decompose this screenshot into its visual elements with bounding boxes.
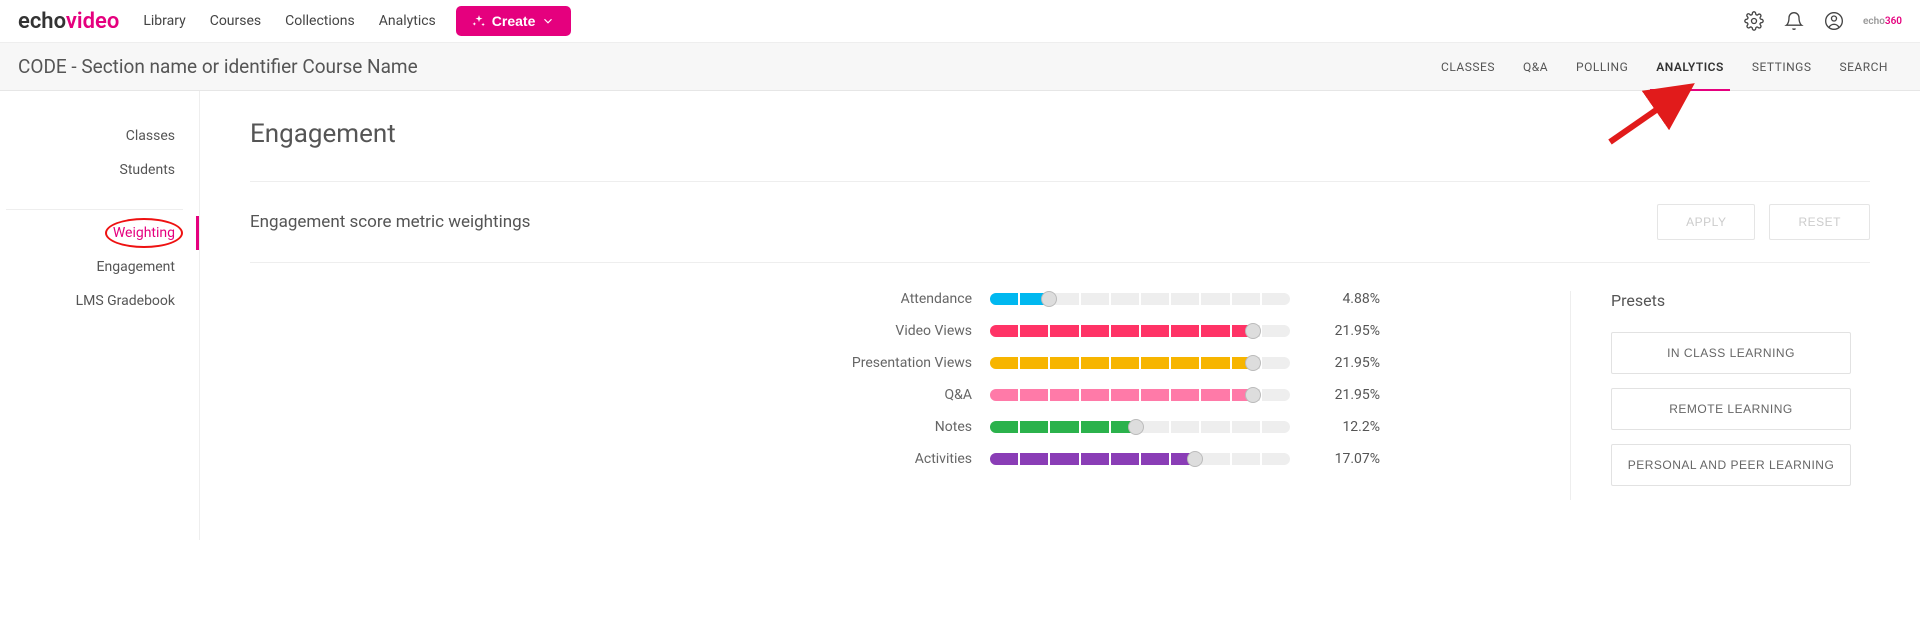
sidebar-item-students[interactable]: Students [0,153,199,187]
preset-in-class-learning[interactable]: IN CLASS LEARNING [1611,332,1851,374]
reset-button[interactable]: RESET [1769,204,1870,240]
account-icon[interactable] [1823,10,1845,32]
nav-analytics[interactable]: Analytics [379,13,436,29]
course-title: CODE - Section name or identifier Course… [18,55,418,78]
create-label: Create [492,13,536,29]
slider-thumb[interactable] [1187,451,1203,467]
slider-label: Attendance [570,291,990,307]
analytics-sidebar: ClassesStudents WeightingEngagementLMS G… [0,91,200,540]
slider-row-notes: Notes 12.2% [570,419,1530,435]
preset-remote-learning[interactable]: REMOTE LEARNING [1611,388,1851,430]
create-button[interactable]: Create [456,6,572,36]
slider-row-q-a: Q&A 21.95% [570,387,1530,403]
sidebar-item-engagement[interactable]: Engagement [0,250,199,284]
tab-settings[interactable]: SETTINGS [1738,44,1826,90]
slider-track[interactable] [990,325,1290,337]
slider-label: Video Views [570,323,990,339]
sidebar-item-classes[interactable]: Classes [0,119,199,153]
preset-personal-and-peer-learning[interactable]: PERSONAL AND PEER LEARNING [1611,444,1851,486]
slider-thumb[interactable] [1041,291,1057,307]
slider-track[interactable] [990,421,1290,433]
section-title: Engagement score metric weightings [250,212,530,232]
top-nav: echovideo Library Courses Collections An… [0,0,1920,43]
brand-tag: echo360 [1863,16,1902,27]
slider-ticks [990,453,1290,465]
slider-row-presentation-views: Presentation Views 21.95% [570,355,1530,371]
page-title: Engagement [250,119,1870,149]
sidebar-item-weighting[interactable]: Weighting [0,216,199,250]
slider-value: 4.88% [1290,291,1380,307]
sliders-column: Attendance4.88%Video Views21.95%Presenta… [570,291,1530,500]
slider-row-attendance: Attendance 4.88% [570,291,1530,307]
notifications-icon[interactable] [1783,10,1805,32]
brand-part2: video [66,9,119,34]
brand-part1: echo [18,9,66,34]
settings-icon[interactable] [1743,10,1765,32]
tab-analytics[interactable]: ANALYTICS [1642,44,1738,90]
nav-courses[interactable]: Courses [210,13,261,29]
slider-thumb[interactable] [1128,419,1144,435]
slider-thumb[interactable] [1245,355,1261,371]
main-panel: Engagement Engagement score metric weigh… [200,91,1920,540]
slider-row-activities: Activities 17.07% [570,451,1530,467]
slider-label: Notes [570,419,990,435]
weighting-area: Attendance4.88%Video Views21.95%Presenta… [250,263,1870,500]
apply-button[interactable]: APPLY [1657,204,1755,240]
slider-ticks [990,293,1290,305]
slider-value: 21.95% [1290,355,1380,371]
tab-qa[interactable]: Q&A [1509,44,1562,90]
slider-track[interactable] [990,293,1290,305]
slider-label: Activities [570,451,990,467]
nav-collections[interactable]: Collections [285,13,355,29]
sidebar-divider [6,209,183,210]
sparkle-icon [472,14,486,28]
brand-logo[interactable]: echovideo [18,9,119,34]
slider-track[interactable] [990,453,1290,465]
slider-label: Q&A [570,387,990,403]
tab-classes[interactable]: CLASSES [1427,44,1509,90]
presets-column: Presets IN CLASS LEARNING REMOTE LEARNING… [1570,291,1870,500]
annotation-circle [105,218,183,248]
slider-label: Presentation Views [570,355,990,371]
section-header: Engagement score metric weightings APPLY… [250,182,1870,262]
nav-links: Library Courses Collections Analytics [143,13,435,29]
presets-title: Presets [1611,291,1870,310]
page-body: ClassesStudents WeightingEngagementLMS G… [0,91,1920,540]
slider-value: 21.95% [1290,387,1380,403]
tab-search[interactable]: SEARCH [1825,44,1902,90]
slider-value: 12.2% [1290,419,1380,435]
slider-value: 21.95% [1290,323,1380,339]
tab-polling[interactable]: POLLING [1562,44,1642,90]
slider-row-video-views: Video Views 21.95% [570,323,1530,339]
top-right-tools: echo360 [1743,10,1902,32]
action-buttons: APPLY RESET [1657,204,1870,240]
course-bar: CODE - Section name or identifier Course… [0,43,1920,91]
slider-value: 17.07% [1290,451,1380,467]
nav-library[interactable]: Library [143,13,185,29]
chevron-down-icon [541,14,555,28]
slider-track[interactable] [990,389,1290,401]
slider-thumb[interactable] [1245,323,1261,339]
slider-thumb[interactable] [1245,387,1261,403]
sidebar-item-lms-gradebook[interactable]: LMS Gradebook [0,284,199,318]
slider-track[interactable] [990,357,1290,369]
course-tabs: CLASSESQ&APOLLINGANALYTICSSETTINGSSEARCH [1427,44,1902,90]
